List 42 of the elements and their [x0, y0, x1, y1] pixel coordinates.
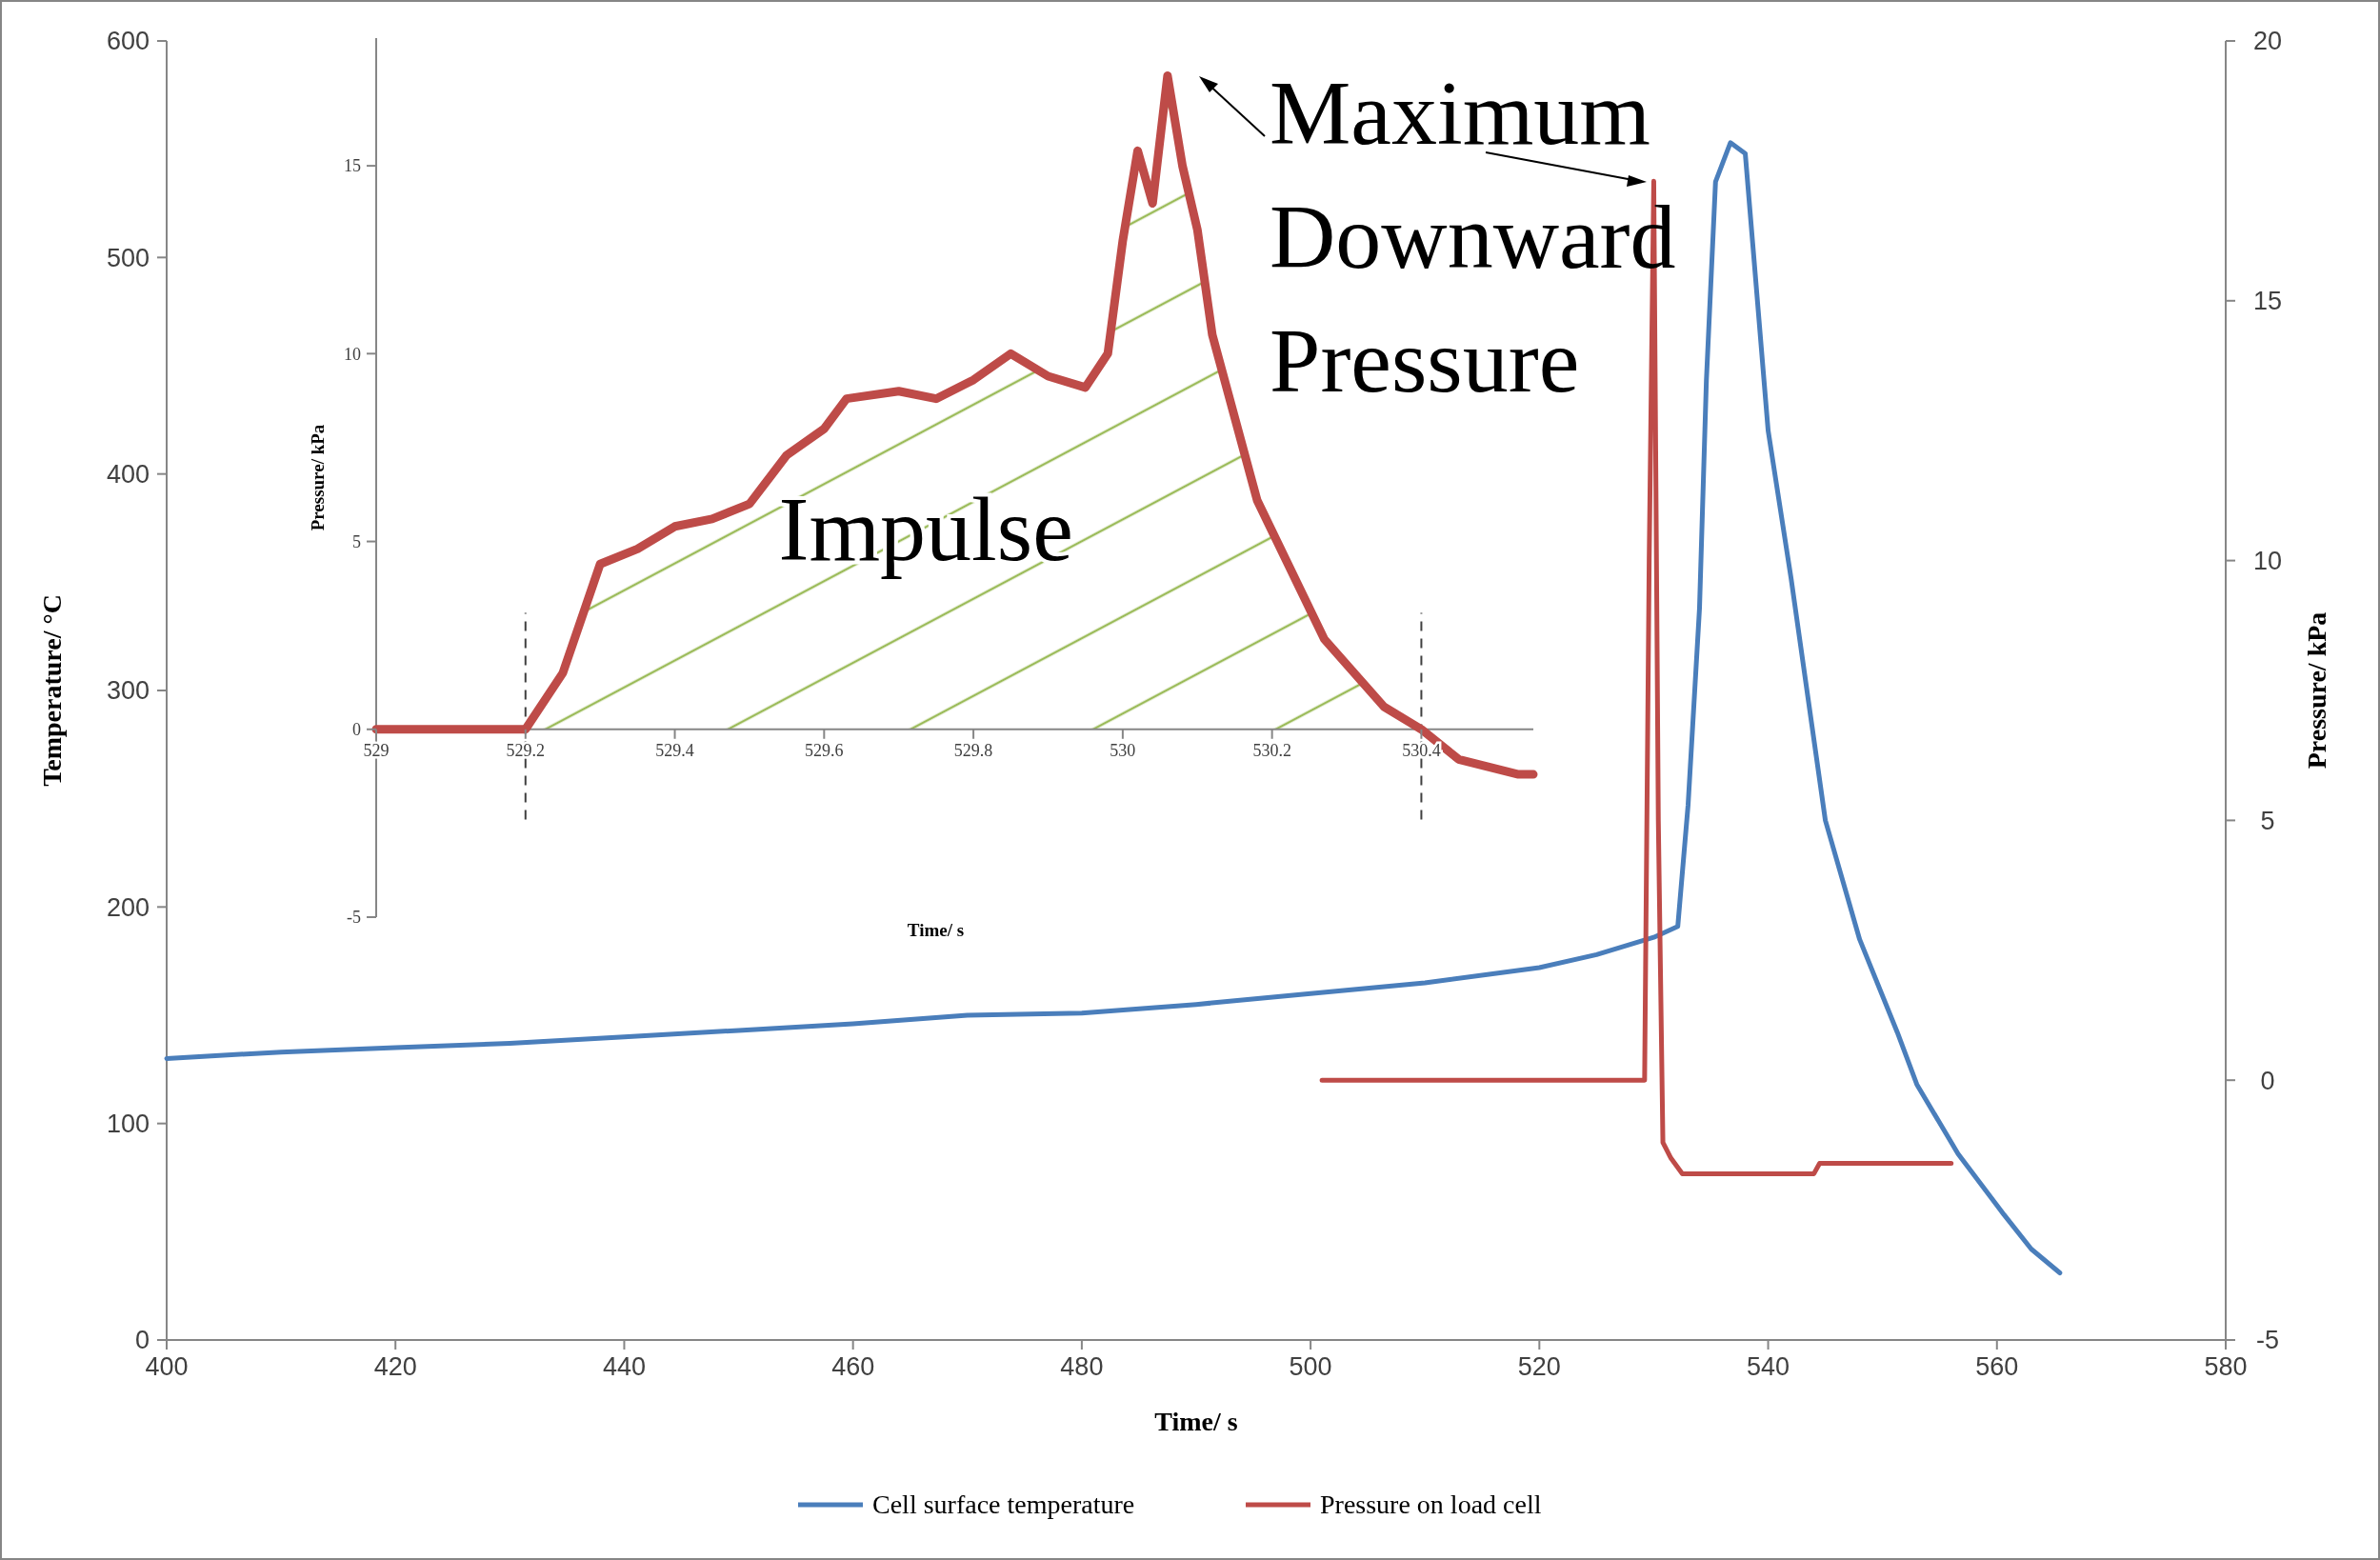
- x-tick-label: 529.6: [805, 740, 844, 760]
- x-tick-label: 500: [1289, 1352, 1332, 1381]
- y-tick-label: -5: [347, 908, 361, 928]
- y2-tick-label: 5: [2260, 806, 2275, 835]
- x-tick-label: 440: [602, 1352, 646, 1381]
- y-tick-label: 600: [106, 27, 150, 56]
- x-tick-label: 529.4: [655, 740, 694, 760]
- y-tick-label: 300: [106, 676, 150, 706]
- y-tick-label: 0: [352, 720, 361, 740]
- legend-label: Pressure on load cell: [1320, 1490, 1542, 1519]
- y2-tick-label: 10: [2252, 547, 2283, 576]
- y-tick-label: 5: [352, 531, 361, 551]
- x-tick-label: 529.2: [506, 740, 546, 760]
- y-tick-label: 0: [134, 1326, 150, 1355]
- y-tick-label: 100: [106, 1110, 150, 1139]
- x-tick-label: 530: [1110, 740, 1136, 760]
- y2-axis-title: Pressure/ kPa: [2302, 611, 2331, 770]
- y2-tick-label: 20: [2252, 27, 2283, 56]
- x-tick-label: 529.8: [953, 740, 993, 760]
- y-tick-label: 500: [106, 243, 150, 272]
- x-tick-label: 460: [831, 1352, 875, 1381]
- x-tick-label: 530.2: [1252, 740, 1291, 760]
- x-axis-title: Time/ s: [907, 920, 965, 940]
- x-tick-label: 480: [1060, 1352, 1104, 1381]
- y-tick-label: 15: [344, 156, 361, 176]
- y-tick-label: 10: [344, 344, 361, 364]
- x-axis-title: Time/ s: [1154, 1407, 1238, 1436]
- x-tick-label: 540: [1747, 1352, 1790, 1381]
- legend-label: Cell surface temperature: [872, 1490, 1135, 1519]
- y-tick-label: 400: [106, 460, 150, 490]
- y2-tick-label: -5: [2255, 1326, 2280, 1355]
- y-axis-title: Temperature/ °C: [37, 594, 67, 787]
- x-tick-label: 580: [2204, 1352, 2248, 1381]
- x-tick-label: 560: [1975, 1352, 2019, 1381]
- x-tick-label: 420: [373, 1352, 417, 1381]
- y-axis-title: Pressure/ kPa: [308, 424, 328, 531]
- y2-tick-label: 15: [2252, 287, 2283, 316]
- x-tick-label: 520: [1517, 1352, 1561, 1381]
- x-tick-label: 400: [145, 1352, 189, 1381]
- y2-tick-label: 0: [2260, 1066, 2275, 1095]
- y-tick-label: 200: [106, 892, 150, 922]
- x-tick-label: 530.4: [1402, 740, 1441, 760]
